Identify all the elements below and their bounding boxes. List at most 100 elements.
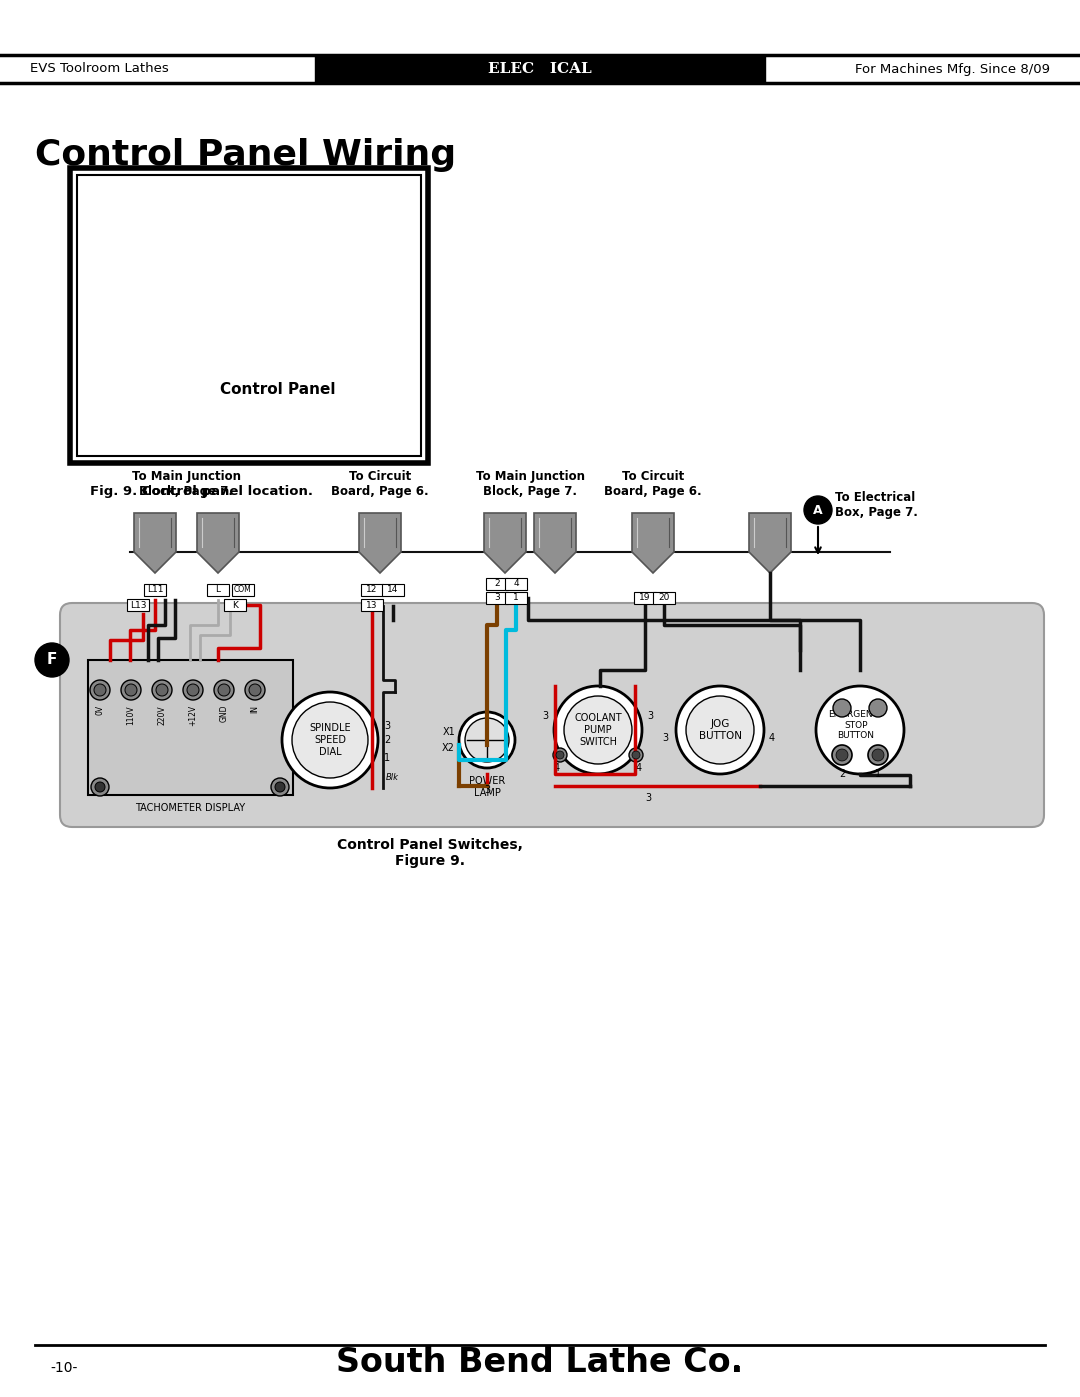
Bar — [361, 599, 383, 610]
Text: GND: GND — [219, 705, 229, 722]
Text: 20: 20 — [659, 594, 670, 602]
Circle shape — [553, 747, 567, 761]
Text: X1: X1 — [442, 726, 455, 738]
Bar — [144, 584, 166, 597]
Text: Control Panel Wiring: Control Panel Wiring — [35, 138, 456, 172]
Circle shape — [292, 703, 368, 778]
Bar — [486, 592, 508, 604]
Circle shape — [868, 745, 888, 766]
Polygon shape — [359, 513, 401, 573]
Bar — [486, 578, 508, 590]
Text: 1: 1 — [875, 768, 881, 780]
Bar — [70, 168, 428, 462]
FancyBboxPatch shape — [60, 604, 1044, 827]
Text: L13: L13 — [130, 601, 146, 609]
Polygon shape — [197, 513, 239, 573]
Text: 3: 3 — [647, 711, 653, 721]
Text: Blk: Blk — [386, 774, 399, 782]
Circle shape — [465, 718, 509, 761]
Circle shape — [91, 778, 109, 796]
Circle shape — [94, 685, 106, 696]
Text: +12V: +12V — [189, 705, 198, 726]
Text: 3: 3 — [484, 785, 490, 795]
Text: For Machines Mfg. Since 8/09: For Machines Mfg. Since 8/09 — [855, 63, 1050, 75]
Text: COOLANT
PUMP
SWITCH: COOLANT PUMP SWITCH — [575, 714, 622, 746]
Circle shape — [836, 749, 848, 761]
Circle shape — [271, 778, 289, 796]
Text: 110V: 110V — [126, 705, 135, 725]
Text: 12: 12 — [366, 585, 378, 595]
Bar — [361, 584, 383, 597]
Text: 4: 4 — [769, 733, 775, 743]
Circle shape — [872, 749, 885, 761]
Text: ELEC   ICAL: ELEC ICAL — [488, 61, 592, 75]
Text: 2: 2 — [839, 768, 846, 780]
Circle shape — [152, 680, 172, 700]
Text: 14: 14 — [388, 585, 399, 595]
Circle shape — [214, 680, 234, 700]
Text: F: F — [46, 652, 57, 668]
Text: 4: 4 — [513, 580, 518, 588]
Circle shape — [249, 685, 261, 696]
Text: 2: 2 — [384, 735, 390, 745]
Bar — [127, 599, 149, 610]
Text: 1: 1 — [513, 594, 518, 602]
Text: 3: 3 — [495, 594, 500, 602]
Text: POWER
LAMP: POWER LAMP — [469, 775, 505, 798]
Circle shape — [275, 782, 285, 792]
Text: IN: IN — [251, 705, 259, 712]
Circle shape — [90, 680, 110, 700]
Circle shape — [218, 685, 230, 696]
Circle shape — [554, 686, 642, 774]
Circle shape — [245, 680, 265, 700]
Text: TACHOMETER DISPLAY: TACHOMETER DISPLAY — [135, 803, 245, 813]
Text: Control Panel: Control Panel — [220, 381, 336, 397]
Circle shape — [833, 698, 851, 717]
Bar — [315, 54, 765, 82]
Circle shape — [832, 745, 852, 766]
Circle shape — [156, 685, 168, 696]
Text: JOG
BUTTON: JOG BUTTON — [699, 719, 742, 740]
Circle shape — [676, 686, 764, 774]
Circle shape — [686, 696, 754, 764]
Polygon shape — [484, 513, 526, 573]
Bar — [77, 175, 421, 455]
Circle shape — [35, 643, 69, 678]
Circle shape — [632, 752, 640, 759]
Bar — [505, 578, 527, 590]
Text: SPINDLE
SPEED
DIAL: SPINDLE SPEED DIAL — [309, 724, 351, 757]
Polygon shape — [632, 513, 674, 573]
Text: A: A — [813, 503, 823, 517]
Circle shape — [187, 685, 199, 696]
Bar — [224, 599, 246, 610]
Circle shape — [804, 496, 832, 524]
Bar — [207, 584, 229, 597]
Bar — [232, 584, 254, 597]
Text: To Circuit
Board, Page 6.: To Circuit Board, Page 6. — [604, 469, 702, 497]
Text: 1: 1 — [384, 753, 390, 763]
Text: X2: X2 — [442, 743, 455, 753]
Text: 19: 19 — [639, 594, 651, 602]
Text: 3: 3 — [662, 733, 669, 743]
Text: 13: 13 — [366, 601, 378, 609]
Text: EMERGENCY
STOP
BUTTON: EMERGENCY STOP BUTTON — [828, 710, 885, 740]
Polygon shape — [534, 513, 576, 573]
Polygon shape — [134, 513, 176, 573]
Text: 4: 4 — [554, 763, 561, 773]
Text: To Main Junction
Block, Page 7.: To Main Junction Block, Page 7. — [132, 469, 241, 497]
Bar — [382, 584, 404, 597]
Bar — [653, 592, 675, 604]
Text: L: L — [216, 585, 220, 595]
Text: 3: 3 — [384, 721, 390, 731]
Circle shape — [95, 782, 105, 792]
Text: EVS Toolroom Lathes: EVS Toolroom Lathes — [30, 63, 168, 75]
Circle shape — [459, 712, 515, 768]
Text: COM: COM — [234, 585, 252, 595]
Text: 4: 4 — [636, 763, 643, 773]
Text: 3: 3 — [645, 793, 651, 803]
Circle shape — [816, 686, 904, 774]
Bar — [505, 592, 527, 604]
Text: To Main Junction
Block, Page 7.: To Main Junction Block, Page 7. — [475, 469, 584, 497]
Circle shape — [564, 696, 632, 764]
Text: To Electrical
Box, Page 7.: To Electrical Box, Page 7. — [835, 490, 918, 520]
